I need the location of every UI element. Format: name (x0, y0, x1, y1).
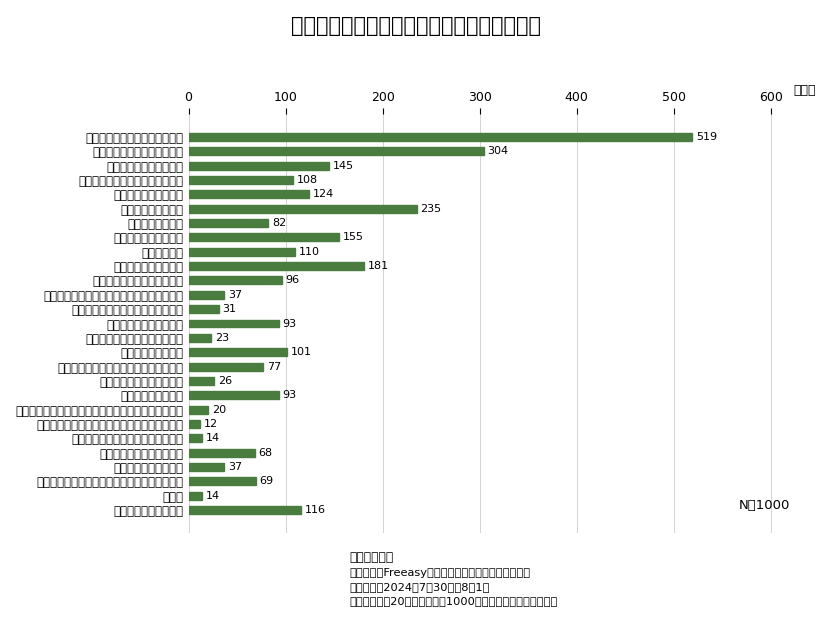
Text: 12: 12 (204, 419, 219, 429)
Bar (189, 478, 255, 485)
Text: 145: 145 (333, 161, 354, 171)
Bar (189, 334, 211, 342)
Bar (189, 133, 692, 141)
Text: 101: 101 (291, 347, 312, 357)
Bar (189, 363, 263, 370)
Bar (189, 492, 202, 500)
Text: 93: 93 (283, 319, 297, 328)
Text: 110: 110 (299, 247, 320, 257)
Bar (189, 248, 295, 256)
Text: 31: 31 (223, 304, 237, 314)
Bar (189, 277, 282, 284)
Text: 14: 14 (206, 433, 220, 444)
Bar (189, 162, 329, 169)
Bar (189, 305, 219, 313)
Bar (189, 348, 287, 356)
Text: 69: 69 (259, 476, 273, 486)
Bar (189, 420, 200, 428)
Text: 大正製薬調査: 大正製薬調査 (349, 551, 393, 564)
Text: 68: 68 (258, 448, 273, 457)
Text: 181: 181 (368, 261, 389, 271)
Bar (189, 434, 202, 442)
Text: 20: 20 (212, 404, 226, 415)
Text: 96: 96 (286, 275, 300, 285)
Bar (189, 391, 279, 399)
Bar (189, 190, 309, 198)
Bar (189, 176, 293, 184)
Text: 124: 124 (312, 190, 334, 199)
Bar (189, 291, 224, 299)
Text: 調査機関：Freeasy　調査形式：インターネット調査: 調査機関：Freeasy 調査形式：インターネット調査 (349, 568, 530, 578)
Text: 304: 304 (488, 146, 509, 156)
Bar (189, 205, 416, 212)
Text: 26: 26 (218, 376, 232, 386)
Text: （人）: （人） (794, 84, 816, 97)
Bar (189, 406, 208, 413)
Text: 37: 37 (229, 290, 243, 300)
Bar (189, 234, 339, 241)
Text: 82: 82 (272, 218, 286, 228)
Text: 対象：全国の20代以上の男女1000名（性別・年代均等割付）: 対象：全国の20代以上の男女1000名（性別・年代均等割付） (349, 596, 558, 606)
Bar (189, 506, 301, 514)
Bar (189, 377, 214, 385)
Text: 14: 14 (206, 491, 220, 501)
Text: 155: 155 (343, 232, 364, 243)
Text: 235: 235 (420, 203, 441, 214)
Text: 77: 77 (268, 362, 282, 372)
Text: 調査期間：2024年7月30日～8月1日: 調査期間：2024年7月30日～8月1日 (349, 582, 489, 592)
Bar (189, 463, 224, 471)
Text: 519: 519 (696, 132, 717, 142)
Bar (189, 262, 364, 270)
Bar (189, 449, 254, 457)
Text: 23: 23 (214, 333, 229, 343)
Text: 93: 93 (283, 390, 297, 400)
Text: 116: 116 (305, 505, 326, 515)
Bar (189, 319, 279, 328)
Text: 夏の夜、快眠を得るためにしていることは？: 夏の夜、快眠を得るためにしていることは？ (291, 16, 540, 36)
Text: N＝1000: N＝1000 (739, 500, 790, 512)
Text: 108: 108 (297, 175, 318, 185)
Text: 37: 37 (229, 462, 243, 472)
Bar (189, 219, 268, 227)
Bar (189, 147, 484, 155)
